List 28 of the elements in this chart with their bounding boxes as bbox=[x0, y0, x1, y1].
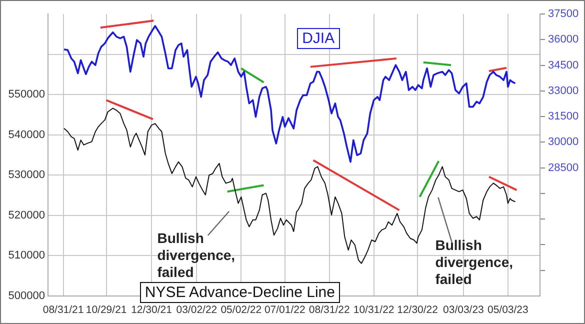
y-tick-label: 530000 bbox=[8, 169, 45, 182]
y2-tick-label: 34500 bbox=[548, 59, 579, 72]
x-tick-label: 05/03/23 bbox=[487, 304, 529, 316]
x-tick-label: 03/03/23 bbox=[443, 304, 484, 316]
y2-tick-label: 30000 bbox=[548, 136, 579, 148]
y2-tick-label: 36000 bbox=[548, 34, 579, 46]
y-tick-label: 500000 bbox=[8, 290, 45, 302]
annotation: Bullish divergence, failed bbox=[435, 236, 514, 288]
y2-tick-label: 33000 bbox=[548, 84, 579, 97]
y2-tick-label: 28500 bbox=[548, 162, 579, 174]
x-tick-label: 10/31/22 bbox=[353, 304, 394, 316]
x-tick-label: 08/31/21 bbox=[42, 304, 84, 316]
y-tick-label: 520000 bbox=[8, 209, 45, 222]
x-tick-label: 12/30/21 bbox=[131, 304, 172, 316]
x-tick-label: 08/31/22 bbox=[308, 304, 350, 316]
text: NYSE Advance-Decline Line bbox=[140, 282, 340, 303]
x-tick-label: 03/02/22 bbox=[176, 304, 218, 316]
x-tick-label: 10/29/21 bbox=[86, 304, 127, 316]
y-tick-label: 540000 bbox=[8, 128, 45, 141]
y-tick-label: 510000 bbox=[8, 250, 45, 262]
y2-tick-label: 31500 bbox=[548, 110, 579, 123]
y2-tick-label: 37500 bbox=[548, 8, 579, 20]
x-tick-label: 05/02/22 bbox=[220, 304, 262, 316]
x-tick-label: 07/01/22 bbox=[264, 304, 306, 316]
x-tick-label: 12/30/22 bbox=[397, 304, 438, 316]
annotation: Bullish divergence, failed bbox=[157, 230, 236, 281]
series-label: DJIA bbox=[297, 28, 340, 50]
y-tick-label: 550000 bbox=[8, 88, 45, 101]
